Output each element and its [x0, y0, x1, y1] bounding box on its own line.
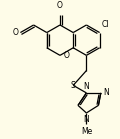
Text: S: S [71, 81, 76, 90]
Text: Cl: Cl [102, 20, 109, 29]
Text: Me: Me [81, 127, 92, 136]
Text: N: N [84, 82, 89, 91]
Text: O: O [12, 28, 18, 37]
Text: N: N [103, 88, 109, 97]
Text: O: O [57, 1, 63, 10]
Text: N: N [84, 115, 89, 124]
Text: O: O [64, 51, 69, 60]
